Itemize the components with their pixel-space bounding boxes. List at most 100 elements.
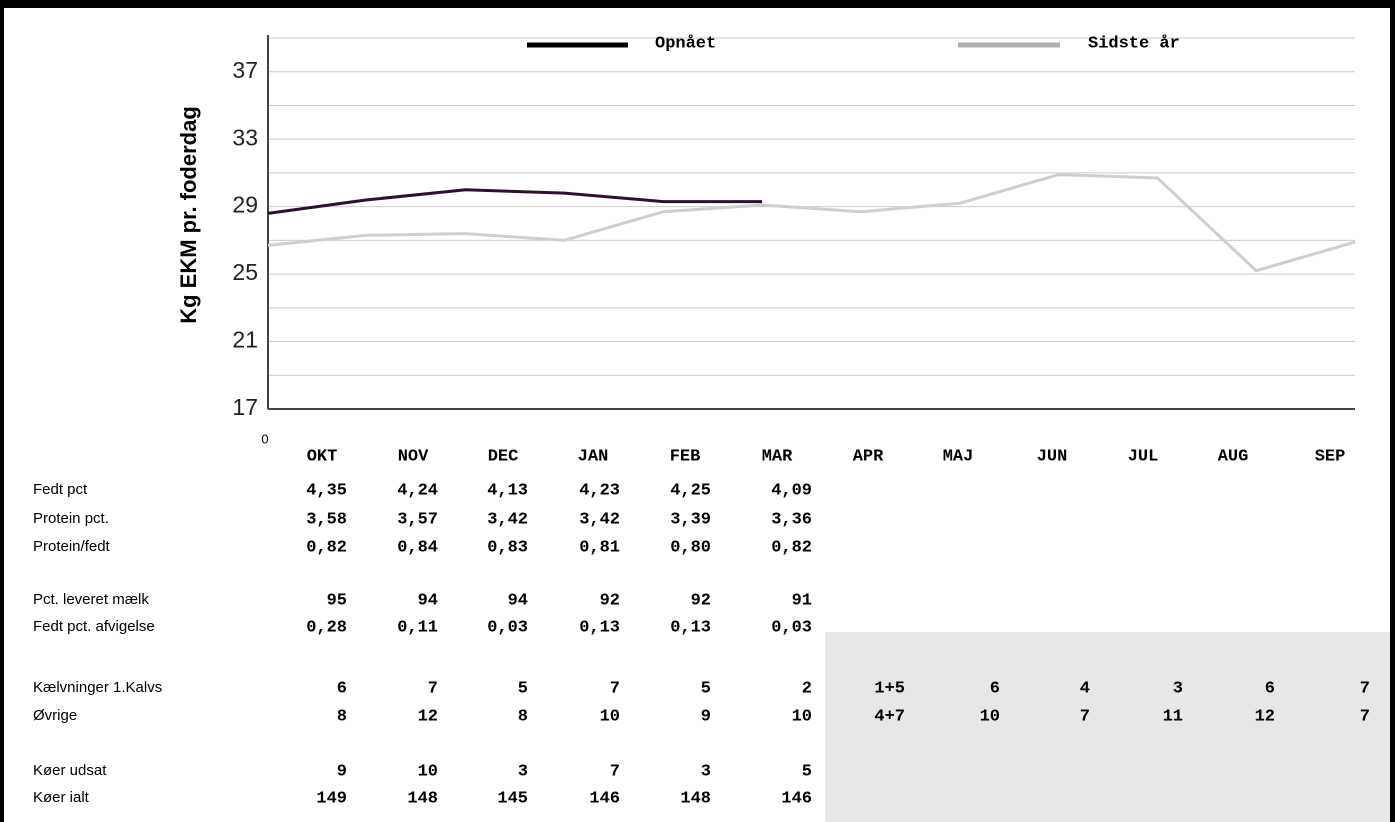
cell-value: 1+5 — [874, 679, 905, 698]
cell-value: 4+7 — [874, 707, 905, 726]
cell-value: 3,57 — [397, 510, 438, 529]
x-tick-label: SEP — [1315, 447, 1346, 466]
cell-value: 94 — [508, 591, 528, 610]
cell-value: 5 — [701, 679, 711, 698]
cell-value: 10 — [600, 707, 620, 726]
shaded-area — [825, 632, 1392, 822]
cell-value: 146 — [781, 789, 812, 808]
cell-value: 4,09 — [771, 481, 812, 500]
frame-left — [0, 0, 4, 822]
cell-value: 149 — [316, 789, 347, 808]
origin-label: 0 — [261, 431, 268, 446]
cell-value: 6 — [1265, 679, 1275, 698]
cell-value: 10 — [418, 762, 438, 781]
cell-value: 0,82 — [306, 538, 347, 557]
row-label: Fedt pct. afvigelse — [33, 618, 155, 635]
cell-value: 3 — [518, 762, 528, 781]
cell-value: 4,23 — [579, 481, 620, 500]
cell-value: 7 — [610, 762, 620, 781]
row-label: Protein pct. — [33, 510, 109, 527]
cell-value: 91 — [792, 591, 812, 610]
legend-label: Sidste år — [1088, 34, 1180, 53]
cell-value: 7 — [428, 679, 438, 698]
cell-value: 6 — [990, 679, 1000, 698]
cell-value: 12 — [418, 707, 438, 726]
x-tick-label: JUN — [1037, 447, 1068, 466]
cell-value: 0,84 — [397, 538, 438, 557]
cell-value: 0,03 — [487, 618, 528, 637]
cell-value: 5 — [802, 762, 812, 781]
cell-value: 3,42 — [579, 510, 620, 529]
legend-label: Opnået — [655, 34, 716, 53]
cell-value: 3,36 — [771, 510, 812, 529]
y-tick-label: 29 — [232, 192, 258, 218]
cell-value: 148 — [407, 789, 438, 808]
row-label: Pct. leveret mælk — [33, 591, 149, 608]
cell-value: 0,11 — [397, 618, 438, 637]
cell-value: 4,13 — [487, 481, 528, 500]
cell-value: 0,28 — [306, 618, 347, 637]
x-tick-label: MAJ — [943, 447, 974, 466]
cell-value: 12 — [1255, 707, 1275, 726]
cell-value: 146 — [589, 789, 620, 808]
cell-value: 10 — [980, 707, 1000, 726]
cell-value: 5 — [518, 679, 528, 698]
x-tick-label: JAN — [578, 447, 609, 466]
row-label: Øvrige — [33, 707, 77, 724]
cell-value: 0,80 — [670, 538, 711, 557]
cell-value: 4,35 — [306, 481, 347, 500]
cell-value: 8 — [337, 707, 347, 726]
y-tick-label: 25 — [232, 259, 258, 285]
cell-value: 2 — [802, 679, 812, 698]
x-tick-label: OKT — [307, 447, 338, 466]
cell-value: 6 — [337, 679, 347, 698]
row-label: Kælvninger 1.Kalvs — [33, 679, 162, 696]
cell-value: 7 — [1360, 679, 1370, 698]
cell-value: 4,25 — [670, 481, 711, 500]
y-tick-label: 37 — [232, 57, 258, 83]
cell-value: 8 — [518, 707, 528, 726]
cell-value: 9 — [337, 762, 347, 781]
x-tick-label: NOV — [398, 447, 429, 466]
cell-value: 92 — [691, 591, 711, 610]
cell-value: 4 — [1080, 679, 1090, 698]
frame-top — [0, 0, 1395, 8]
cell-value: 4,24 — [397, 481, 438, 500]
x-tick-label: FEB — [670, 447, 701, 466]
y-tick-label: 21 — [232, 327, 258, 353]
x-tick-label: APR — [853, 447, 884, 466]
y-axis-label: Kg EKM pr. foderdag — [176, 106, 201, 324]
row-label: Køer udsat — [33, 762, 107, 779]
y-tick-label: 33 — [232, 124, 258, 150]
cell-value: 94 — [418, 591, 438, 610]
x-tick-label: AUG — [1218, 447, 1249, 466]
y-tick-label: 17 — [232, 394, 258, 420]
cell-value: 0,13 — [670, 618, 711, 637]
x-tick-label: DEC — [488, 447, 519, 466]
cell-value: 3,39 — [670, 510, 711, 529]
cell-value: 9 — [701, 707, 711, 726]
series-line — [267, 173, 1356, 273]
cell-value: 3,42 — [487, 510, 528, 529]
cell-value: 7 — [1080, 707, 1090, 726]
cell-value: 0,81 — [579, 538, 620, 557]
cell-value: 148 — [680, 789, 711, 808]
cell-value: 0,03 — [771, 618, 812, 637]
cell-value: 7 — [610, 679, 620, 698]
frame-right — [1390, 0, 1395, 822]
cell-value: 3 — [1173, 679, 1183, 698]
row-label: Protein/fedt — [33, 538, 111, 555]
x-tick-label: JUL — [1128, 447, 1159, 466]
x-tick-label: MAR — [762, 447, 793, 466]
cell-value: 10 — [792, 707, 812, 726]
cell-value: 95 — [327, 591, 347, 610]
cell-value: 11 — [1163, 707, 1183, 726]
cell-value: 7 — [1360, 707, 1370, 726]
cell-value: 145 — [497, 789, 528, 808]
cell-value: 3 — [701, 762, 711, 781]
cell-value: 0,83 — [487, 538, 528, 557]
series-line — [267, 188, 763, 215]
cell-value: 0,13 — [579, 618, 620, 637]
row-label: Fedt pct — [33, 481, 88, 498]
